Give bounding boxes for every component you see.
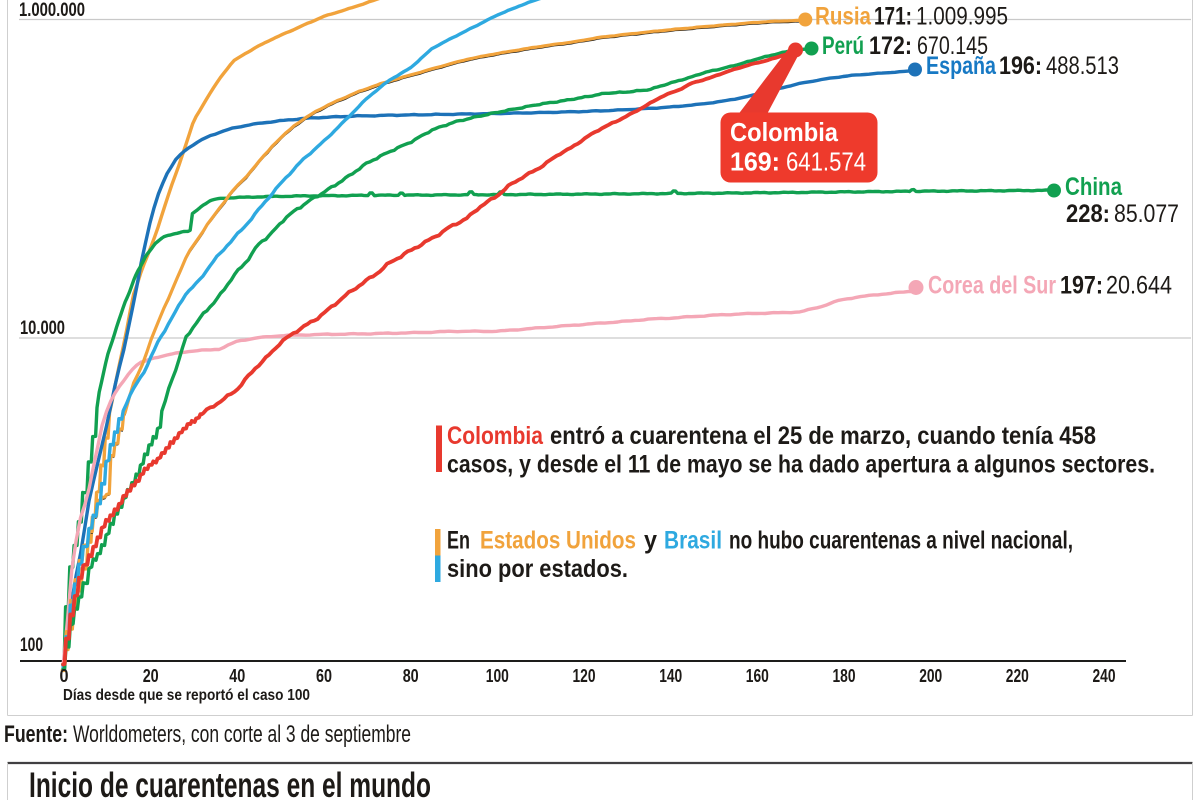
svg-text:60: 60 [316, 666, 332, 686]
svg-text:casos, y desde el 11 de mayo s: casos, y desde el 11 de mayo se ha dado … [447, 451, 1155, 479]
svg-text:Estados Unidos: Estados Unidos [480, 527, 636, 555]
svg-text:100: 100 [486, 666, 509, 686]
svg-text:1.000.000: 1.000.000 [19, 0, 85, 21]
svg-text:169:: 169: [730, 147, 780, 177]
svg-text:220: 220 [1006, 666, 1029, 686]
svg-text:Fuente:: Fuente: [4, 721, 68, 748]
svg-text:entró a cuarentena el 25 de ma: entró a cuarentena el 25 de marzo, cuand… [550, 422, 1096, 450]
svg-text:Colombia: Colombia [730, 117, 838, 147]
svg-text:160: 160 [746, 666, 769, 686]
svg-text:228:: 228: [1066, 200, 1110, 228]
svg-text:80: 80 [403, 666, 419, 686]
svg-text:Días desde que se reportó el c: Días desde que se reportó el caso 100 [63, 687, 310, 704]
svg-text:140: 140 [659, 666, 682, 686]
svg-text:20: 20 [143, 666, 159, 686]
svg-text:1.009.995: 1.009.995 [916, 3, 1008, 31]
svg-text:670.145: 670.145 [917, 32, 988, 60]
svg-text:488.513: 488.513 [1046, 52, 1119, 80]
svg-text:200: 200 [919, 666, 942, 686]
svg-text:no hubo cuarentenas a nivel na: no hubo cuarentenas a nivel nacional, [729, 527, 1073, 555]
svg-text:40: 40 [229, 666, 245, 686]
svg-text:sino por estados.: sino por estados. [447, 555, 628, 583]
svg-text:85.077: 85.077 [1114, 200, 1179, 228]
svg-text:Worldometers, con corte al 3 d: Worldometers, con corte al 3 de septiemb… [73, 721, 411, 748]
svg-text:20.644: 20.644 [1106, 272, 1172, 300]
svg-text:0: 0 [60, 666, 69, 686]
svg-text:120: 120 [573, 666, 596, 686]
svg-text:Rusia: Rusia [815, 3, 872, 31]
svg-text:172:: 172: [869, 32, 912, 60]
svg-text:196:: 196: [999, 52, 1042, 80]
svg-text:Inicio de cuarentenas en el mu: Inicio de cuarentenas en el mundo [29, 766, 431, 800]
svg-text:Corea del Sur: Corea del Sur [928, 272, 1056, 300]
svg-text:100: 100 [20, 635, 43, 656]
svg-text:Perú: Perú [822, 32, 864, 60]
svg-text:10.000: 10.000 [20, 318, 65, 339]
svg-text:y: y [644, 527, 657, 555]
svg-text:240: 240 [1093, 666, 1116, 686]
svg-text:China: China [1065, 173, 1123, 201]
svg-text:641.574: 641.574 [786, 147, 866, 177]
svg-text:España: España [926, 52, 997, 80]
svg-text:171:: 171: [874, 3, 912, 31]
svg-text:197:: 197: [1060, 272, 1103, 300]
svg-text:Colombia: Colombia [447, 422, 544, 450]
svg-text:En: En [447, 527, 470, 555]
svg-text:Brasil: Brasil [664, 527, 722, 555]
svg-text:180: 180 [833, 666, 856, 686]
